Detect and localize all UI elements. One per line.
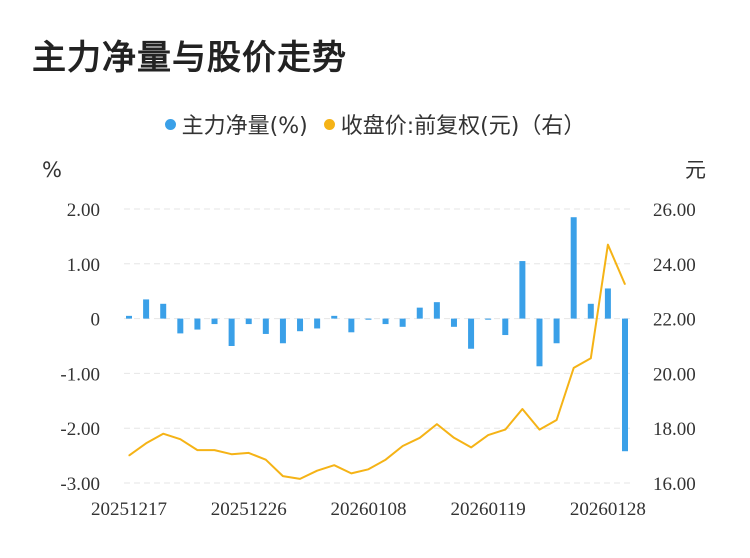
net-volume-bar — [519, 261, 526, 319]
x-axis-tick-label: 20251217 — [91, 499, 167, 520]
net-volume-bar — [177, 318, 184, 334]
net-volume-bar — [297, 318, 304, 332]
net-volume-bar — [536, 318, 543, 367]
net-volume-bar — [365, 318, 372, 320]
net-volume-bar — [160, 303, 167, 319]
net-volume-bar — [194, 318, 201, 330]
net-volume-bar — [348, 318, 355, 333]
net-volume-bar — [211, 318, 218, 325]
legend-dot-net-volume — [164, 118, 176, 130]
x-axis-tick-label: 20260119 — [451, 499, 526, 520]
net-volume-bar — [382, 318, 389, 325]
close-price-point — [453, 437, 455, 439]
net-volume-bar — [126, 315, 132, 319]
net-volume-bar — [143, 299, 150, 319]
close-price-point — [299, 478, 301, 480]
net-volume-bar — [622, 318, 628, 452]
net-volume-bar — [314, 318, 321, 329]
net-volume-bar — [416, 307, 423, 319]
left-axis-unit: % — [42, 158, 62, 182]
net-volume-bar — [450, 318, 457, 327]
close-price-point — [282, 475, 284, 477]
net-volume-bar — [228, 318, 235, 346]
close-price-point — [248, 452, 250, 454]
right-axis-tick-label: 16.00 — [653, 474, 696, 495]
x-axis-tick-label: 20260128 — [570, 499, 646, 520]
close-price-point — [504, 428, 506, 431]
close-price-point — [350, 472, 352, 475]
legend-label-close-price: 收盘价:前复权(元)（右） — [340, 114, 586, 139]
right-axis-tick-label: 22.00 — [653, 310, 696, 331]
close-price-point — [316, 470, 318, 472]
legend-item-close-price[interactable]: 收盘价:前复权(元)（右） — [323, 108, 586, 140]
close-price-point — [521, 408, 523, 410]
close-price-point — [384, 459, 387, 461]
net-volume-bar — [468, 318, 475, 349]
left-axis-tick-label: 2.00 — [67, 200, 100, 221]
close-price-point — [128, 455, 130, 457]
grid-lines — [124, 208, 630, 484]
legend-dot-close-price — [323, 118, 335, 130]
axes: % 元 2.00 26.00 1.00 24.00 0 22.00 -1.00 20.00 -2… — [42, 158, 706, 520]
net-volume-bar — [262, 318, 269, 334]
close-price-point — [607, 244, 609, 246]
close-price-point — [590, 357, 592, 359]
left-axis-tick-label: -3.00 — [60, 474, 100, 495]
close-price-point — [470, 446, 472, 448]
close-price-line — [128, 243, 626, 480]
net-volume-bar — [604, 288, 611, 319]
close-price-point — [402, 445, 404, 447]
legend-label-net-volume: 主力净量(%) — [181, 114, 308, 139]
chart-title: 主力净量与股价走势 — [32, 38, 347, 78]
close-price-point — [367, 468, 370, 470]
right-axis-unit: 元 — [685, 158, 706, 182]
left-axis-tick-label: 0 — [91, 310, 101, 331]
left-axis-tick-label: 1.00 — [67, 255, 100, 276]
left-axis-tick-label: -2.00 — [60, 419, 100, 440]
close-price-point — [419, 437, 421, 439]
close-price-point — [538, 428, 541, 431]
net-volume-bar — [245, 318, 252, 325]
close-price-point — [333, 464, 335, 466]
close-price-point — [179, 438, 181, 440]
left-axis-tick-label: -1.00 — [60, 364, 100, 385]
right-axis-tick-label: 24.00 — [653, 255, 696, 276]
close-price-point — [573, 367, 575, 369]
net-volume-bar — [399, 318, 406, 327]
close-price-point — [436, 423, 438, 425]
legend-item-net-volume[interactable]: 主力净量(%) — [164, 108, 308, 140]
net-volume-bar — [570, 217, 577, 319]
close-price-point — [624, 283, 626, 285]
net-volume-bar — [279, 318, 286, 344]
net-volume-bar — [502, 318, 509, 336]
close-price-point — [162, 433, 164, 435]
close-price-point — [145, 442, 147, 444]
net-volume-bar — [433, 302, 440, 319]
net-volume-bar — [553, 318, 560, 344]
right-axis-tick-label: 26.00 — [653, 200, 696, 221]
right-axis-tick-label: 20.00 — [653, 364, 696, 385]
close-price-line-group — [128, 243, 626, 480]
net-volume-bar — [587, 303, 594, 319]
close-price-point — [265, 459, 267, 461]
x-axis-tick-label: 20260108 — [330, 499, 406, 520]
net-volume-bars — [126, 217, 628, 452]
net-volume-bar — [331, 315, 338, 319]
right-axis-tick-label: 18.00 — [653, 419, 696, 440]
close-price-point — [231, 453, 233, 455]
close-price-point — [487, 434, 489, 436]
net-volume-bar — [485, 318, 492, 320]
close-price-point — [213, 449, 216, 451]
x-axis-tick-label: 20251226 — [211, 499, 287, 520]
legend: 主力净量(%) 收盘价:前复权(元)（右） — [0, 108, 750, 140]
close-price-point — [196, 449, 199, 451]
close-price-point — [555, 419, 558, 421]
